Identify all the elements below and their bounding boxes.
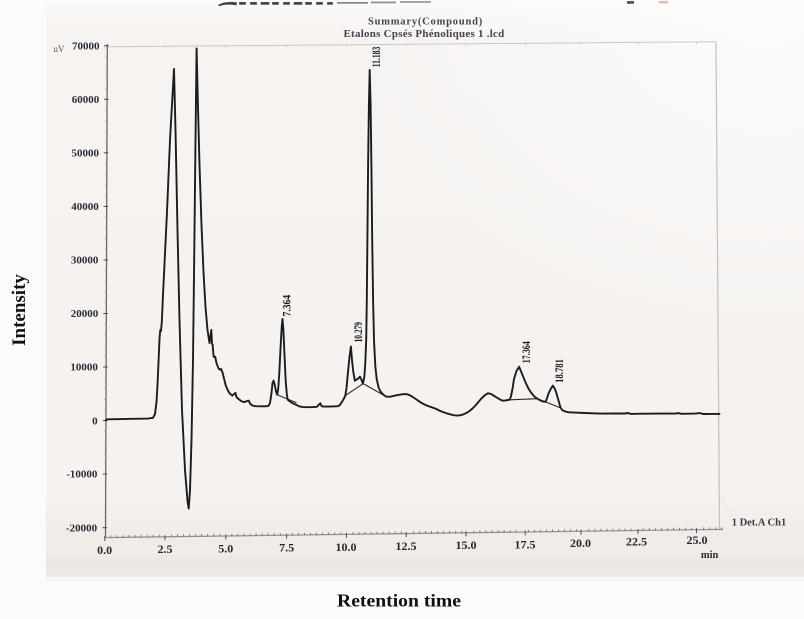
svg-text:0: 0 (92, 415, 98, 427)
svg-text:22.5: 22.5 (626, 534, 647, 548)
svg-text:Retention time: Retention time (337, 591, 461, 611)
svg-text:2.5: 2.5 (158, 542, 173, 556)
svg-text:11.183: 11.183 (369, 47, 383, 68)
svg-text:50000: 50000 (72, 148, 100, 160)
svg-text:20000: 20000 (71, 308, 99, 320)
svg-text:10.279: 10.279 (351, 322, 365, 342)
svg-text:Intensity: Intensity (9, 274, 30, 346)
svg-text:10000: 10000 (70, 362, 98, 374)
svg-text:18.781: 18.781 (552, 359, 566, 383)
svg-text:20.0: 20.0 (570, 536, 591, 550)
svg-text:Etalons Cpsés Phénoliques 1 .l: Etalons Cpsés Phénoliques 1 .lcd (343, 28, 504, 40)
svg-text:25.0: 25.0 (687, 533, 708, 547)
svg-text:15.0: 15.0 (456, 538, 477, 552)
svg-text:30000: 30000 (71, 255, 99, 267)
svg-text:Summary(Compound): Summary(Compound) (368, 16, 483, 27)
svg-text:uV: uV (54, 44, 66, 54)
svg-text:40000: 40000 (71, 201, 99, 213)
svg-text:7.5: 7.5 (279, 541, 294, 555)
svg-text:17.364: 17.364 (519, 341, 533, 363)
svg-text:min: min (701, 550, 719, 561)
svg-text:0.0: 0.0 (97, 543, 112, 557)
svg-text:12.5: 12.5 (396, 539, 417, 553)
svg-text:10.0: 10.0 (336, 540, 357, 554)
svg-text:1 Det.A Ch1: 1 Det.A Ch1 (732, 517, 787, 528)
svg-text:17.5: 17.5 (515, 537, 536, 551)
svg-text:7.364: 7.364 (280, 295, 294, 317)
svg-text:60000: 60000 (72, 94, 100, 106)
svg-text:5.0: 5.0 (218, 541, 233, 555)
svg-text:-10000: -10000 (66, 469, 98, 481)
svg-text:70000: 70000 (72, 40, 100, 52)
svg-text:-20000: -20000 (66, 522, 98, 534)
